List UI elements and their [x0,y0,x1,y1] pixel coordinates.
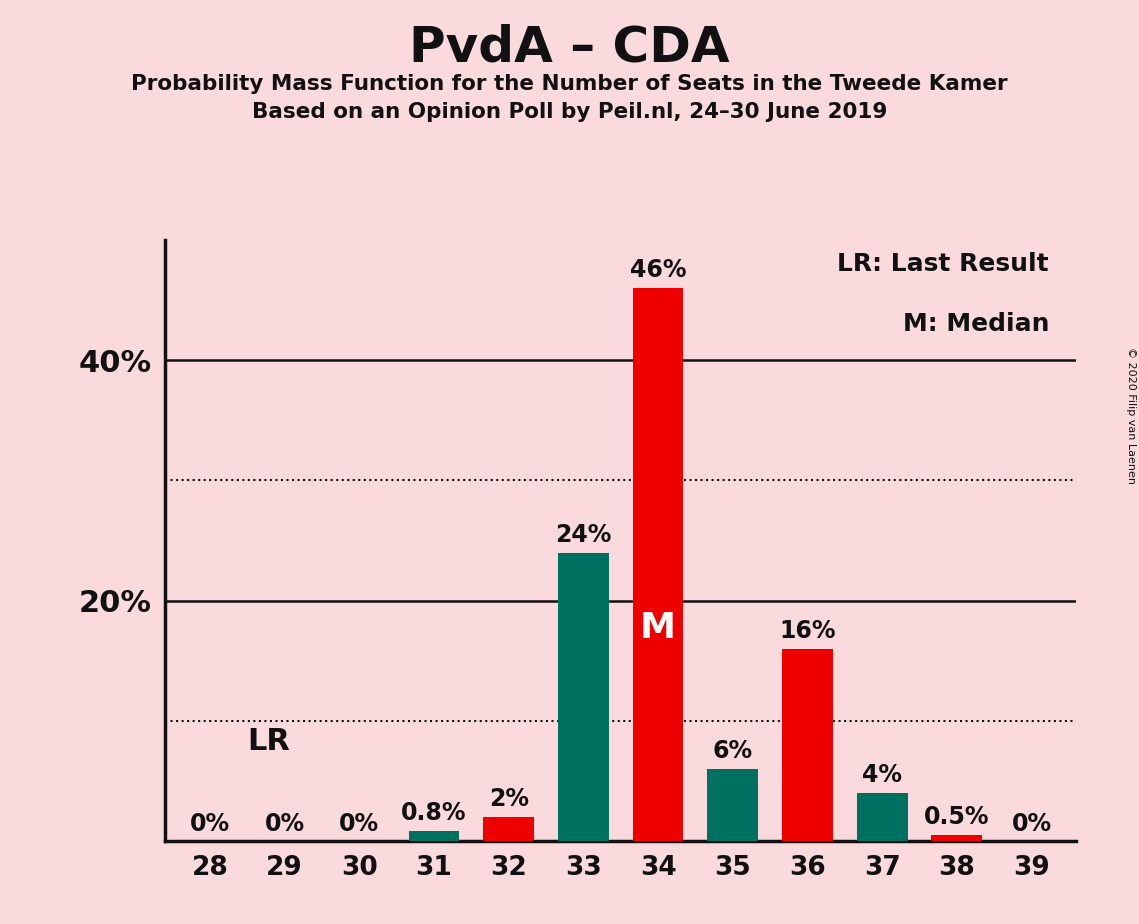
Text: PvdA – CDA: PvdA – CDA [409,23,730,71]
Text: LR: Last Result: LR: Last Result [837,252,1049,276]
Text: 0%: 0% [264,812,305,836]
Text: M: M [640,612,677,645]
Bar [857,793,908,841]
Bar [932,835,982,841]
Text: LR: LR [247,726,290,756]
Text: 16%: 16% [779,619,836,643]
Text: 46%: 46% [630,259,687,283]
Bar [632,288,683,841]
Bar [782,649,833,841]
Text: 0.5%: 0.5% [924,805,990,829]
Text: 0.8%: 0.8% [401,801,467,825]
Text: 2%: 2% [489,787,528,811]
Text: Based on an Opinion Poll by Peil.nl, 24–30 June 2019: Based on an Opinion Poll by Peil.nl, 24–… [252,102,887,122]
Text: M: Median: M: Median [902,312,1049,336]
Text: 0%: 0% [1011,812,1051,836]
Bar [409,832,459,841]
Text: 4%: 4% [862,763,902,787]
Text: Probability Mass Function for the Number of Seats in the Tweede Kamer: Probability Mass Function for the Number… [131,74,1008,94]
Bar [483,817,534,841]
Text: 0%: 0% [190,812,230,836]
Bar [707,769,759,841]
Text: 0%: 0% [339,812,379,836]
Text: 24%: 24% [555,523,612,547]
Text: © 2020 Filip van Laenen: © 2020 Filip van Laenen [1126,347,1136,484]
Bar [558,553,609,841]
Text: 6%: 6% [713,739,753,763]
